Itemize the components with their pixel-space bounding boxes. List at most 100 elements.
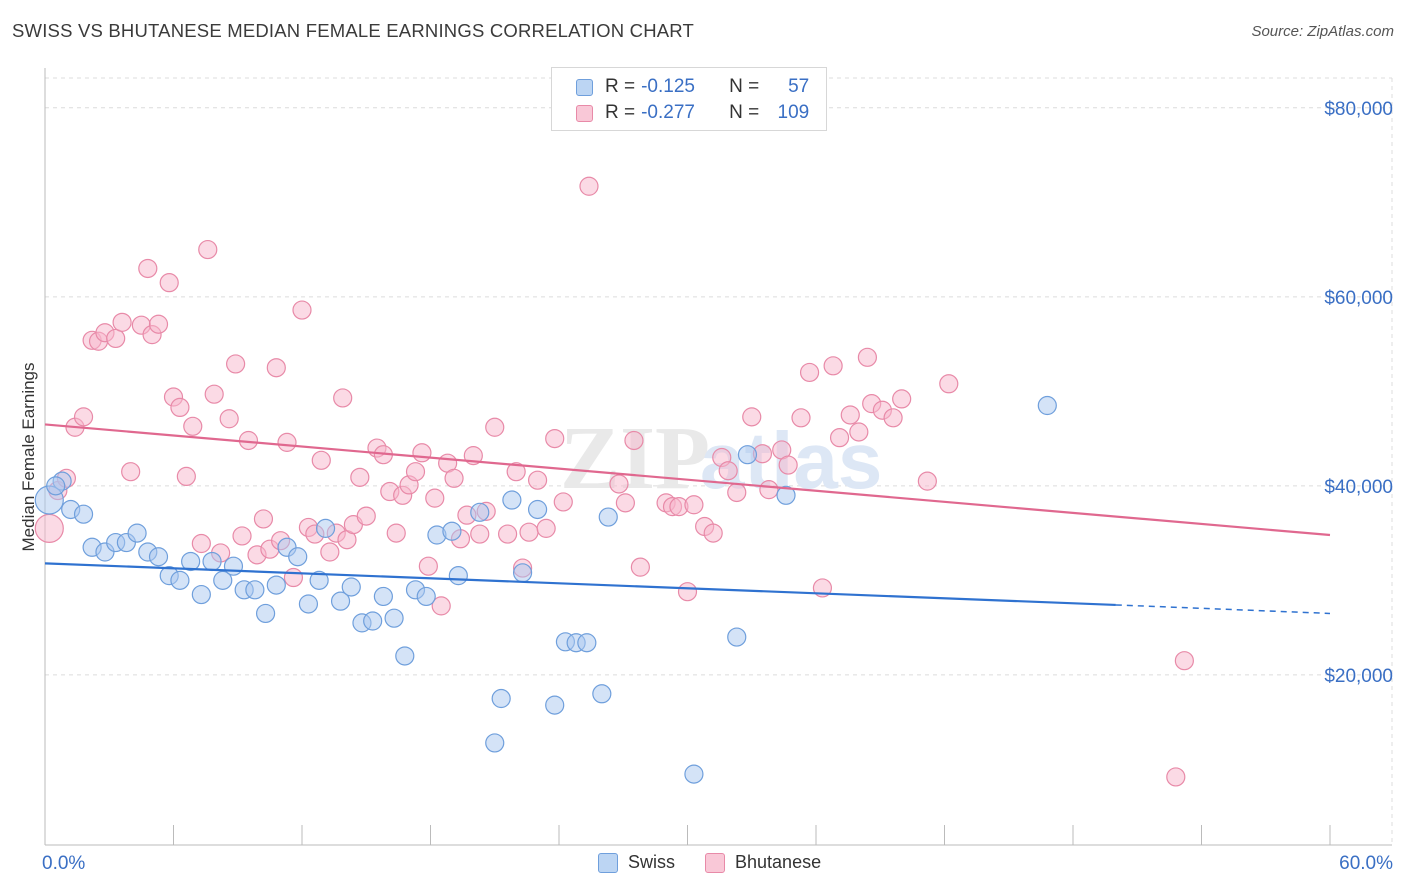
data-point-bhutanese bbox=[498, 524, 518, 544]
data-point-bhutanese bbox=[536, 518, 556, 538]
bottom-legend: Swiss Bhutanese bbox=[598, 852, 851, 873]
data-point-bhutanese bbox=[579, 176, 599, 196]
data-point-bhutanese bbox=[386, 523, 406, 543]
data-point-bhutanese bbox=[840, 405, 860, 425]
data-point-bhutanese bbox=[684, 495, 704, 515]
bottom-legend-bhutanese[interactable]: Bhutanese bbox=[705, 852, 821, 873]
trend-line-bhutanese bbox=[44, 423, 1331, 537]
data-point-swiss bbox=[592, 684, 612, 704]
data-point-bhutanese bbox=[198, 239, 218, 260]
data-point-bhutanese bbox=[470, 524, 490, 544]
bottom-legend-swiss[interactable]: Swiss bbox=[598, 852, 675, 873]
data-point-bhutanese bbox=[849, 422, 869, 442]
trend-line-extension-swiss bbox=[1115, 604, 1331, 615]
data-point-bhutanese bbox=[292, 300, 312, 320]
data-point-swiss bbox=[127, 523, 147, 543]
data-point-bhutanese bbox=[727, 482, 747, 503]
data-point-swiss bbox=[577, 633, 597, 653]
data-point-bhutanese bbox=[703, 523, 723, 543]
data-point-swiss bbox=[148, 547, 169, 567]
data-point-bhutanese bbox=[232, 526, 252, 546]
legend-box: R = -0.125 N = 57 R = -0.277 N = 109 bbox=[551, 67, 827, 131]
data-point-bhutanese bbox=[742, 407, 762, 427]
data-point-bhutanese bbox=[630, 557, 650, 577]
data-point-bhutanese bbox=[183, 416, 203, 436]
data-point-bhutanese bbox=[176, 466, 196, 487]
data-point-bhutanese bbox=[320, 542, 340, 562]
data-point-bhutanese bbox=[609, 474, 629, 494]
data-point-bhutanese bbox=[718, 461, 738, 481]
data-point-swiss bbox=[288, 547, 308, 567]
data-point-bhutanese bbox=[892, 389, 912, 409]
data-point-swiss bbox=[416, 586, 436, 607]
data-point-bhutanese bbox=[226, 354, 246, 374]
data-point-swiss bbox=[737, 445, 758, 465]
data-point-bhutanese bbox=[506, 462, 526, 482]
legend-row-swiss: R = -0.125 N = 57 bbox=[576, 75, 809, 99]
data-point-bhutanese bbox=[485, 417, 505, 437]
data-point-swiss bbox=[502, 490, 522, 510]
data-point-bhutanese bbox=[412, 443, 432, 463]
data-point-swiss bbox=[266, 575, 286, 595]
bottom-legend-swiss-label: Swiss bbox=[628, 852, 676, 872]
data-point-bhutanese bbox=[219, 409, 239, 429]
data-point-bhutanese bbox=[829, 428, 850, 448]
legend-n-label: N = bbox=[729, 102, 760, 123]
data-point-bhutanese bbox=[112, 312, 132, 332]
data-point-bhutanese bbox=[350, 467, 370, 487]
data-point-bhutanese bbox=[73, 407, 94, 427]
data-point-swiss bbox=[213, 570, 233, 590]
y-axis-label: Median Female Earnings bbox=[19, 363, 38, 552]
source-label: Source: ZipAtlas.com bbox=[1251, 23, 1394, 40]
series-bhutanese bbox=[34, 176, 1194, 787]
data-point-bhutanese bbox=[939, 374, 959, 394]
data-point-bhutanese bbox=[311, 450, 331, 470]
data-point-bhutanese bbox=[418, 556, 438, 576]
data-point-bhutanese bbox=[1174, 651, 1194, 671]
bhutanese-swatch bbox=[705, 852, 726, 873]
data-point-bhutanese bbox=[356, 506, 376, 526]
data-point-swiss bbox=[598, 507, 618, 527]
axes bbox=[44, 68, 1392, 846]
data-point-bhutanese bbox=[759, 480, 779, 500]
legend-r-value: -0.277 bbox=[641, 102, 695, 123]
data-point-bhutanese bbox=[266, 358, 286, 378]
data-point-bhutanese bbox=[253, 509, 274, 529]
axis-labels: $20,000 $40,000 $60,000 $80,000 0.0% 60.0% Med… bbox=[19, 99, 1393, 874]
data-point-swiss bbox=[727, 627, 747, 647]
bhutanese-swatch bbox=[576, 104, 593, 122]
data-point-swiss bbox=[485, 733, 505, 753]
data-point-bhutanese bbox=[857, 347, 878, 367]
legend-row-bhutanese: R = -0.277 N = 109 bbox=[576, 101, 809, 125]
data-point-bhutanese bbox=[519, 522, 539, 542]
data-point-swiss bbox=[442, 521, 462, 541]
data-point-bhutanese bbox=[883, 408, 903, 428]
data-point-bhutanese bbox=[333, 388, 353, 408]
data-point-swiss bbox=[73, 504, 94, 524]
data-point-bhutanese bbox=[159, 273, 179, 293]
data-point-swiss bbox=[191, 584, 211, 605]
data-point-swiss bbox=[315, 518, 336, 538]
chart-title: SWISS VS BHUTANESE MEDIAN FEMALE EARNING… bbox=[12, 20, 695, 41]
data-point-bhutanese bbox=[204, 384, 224, 404]
data-point-bhutanese bbox=[677, 582, 698, 602]
data-point-bhutanese bbox=[34, 513, 64, 543]
x-tick-label: 0.0% bbox=[42, 853, 85, 874]
data-point-swiss bbox=[309, 570, 329, 590]
bottom-legend-bhutanese-label: Bhutanese bbox=[735, 852, 822, 872]
data-point-bhutanese bbox=[170, 397, 190, 418]
data-point-swiss bbox=[363, 611, 383, 631]
y-tick-label: $80,000 bbox=[1324, 99, 1393, 120]
swiss-swatch bbox=[598, 852, 618, 873]
trend-lines bbox=[44, 423, 1331, 615]
data-point-swiss bbox=[545, 695, 565, 715]
data-point-bhutanese bbox=[444, 468, 464, 488]
data-point-swiss bbox=[395, 646, 415, 666]
data-point-bhutanese bbox=[615, 493, 635, 513]
data-point-bhutanese bbox=[425, 488, 445, 508]
y-tick-label: $20,000 bbox=[1324, 666, 1393, 687]
data-point-swiss bbox=[384, 608, 404, 628]
data-point-bhutanese bbox=[405, 462, 426, 482]
data-point-bhutanese bbox=[121, 462, 141, 482]
